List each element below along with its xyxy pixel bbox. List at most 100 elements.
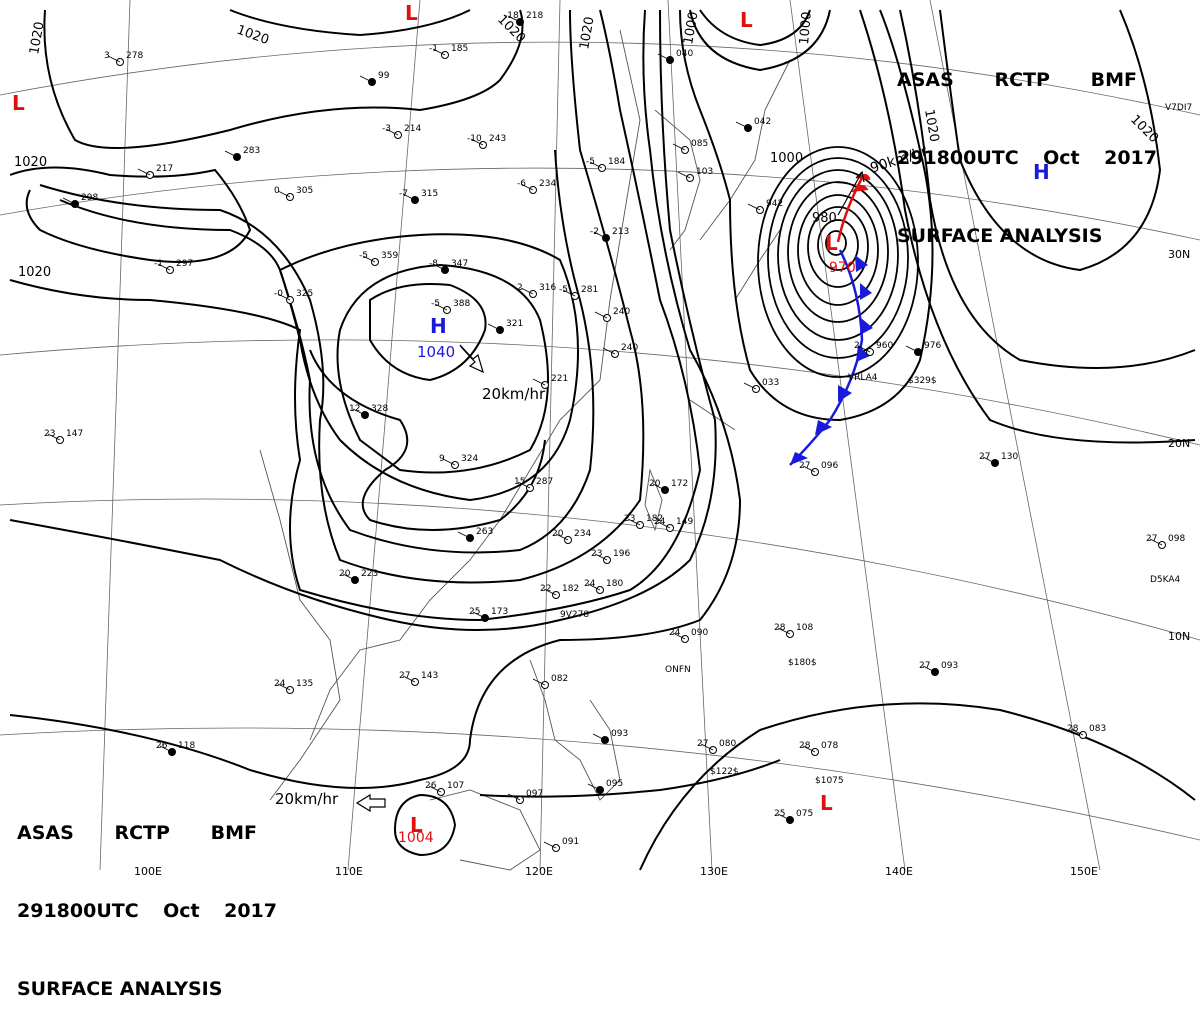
station-temperature: 2 [854,341,860,351]
header-station: RCTP [114,822,170,844]
cold-front-barb [856,345,870,362]
wind-barb [562,289,576,297]
station-temperature: 23 [591,549,602,559]
station-id: D5KA4 [1150,575,1181,585]
wind-barb [520,183,534,191]
wind-barb [277,683,291,691]
station-temperature: 25 [774,809,785,819]
station-pressure: 223 [361,569,378,579]
station-pressure: 090 [691,628,708,638]
isobar-1036 [336,263,549,474]
station-id: V7DI7 [1165,103,1192,113]
station-pressure: 234 [574,529,591,539]
station-temperature: -5 [586,157,595,167]
station-temperature: 22 [540,584,551,594]
header-agency: ASAS [17,822,74,844]
station-pressure: 283 [243,146,260,156]
latitude-label: 20N [1168,437,1190,450]
header-line-1: ASAS RCTP BMF [897,67,1137,93]
station-pressure: 083 [1089,724,1106,734]
wind-barb [62,197,76,205]
header-time: 291800UTC [897,147,1019,169]
station-pressure: 147 [66,429,83,439]
wind-barb [657,53,671,61]
wind-barb [555,533,569,541]
station-pressure: 135 [296,679,313,689]
station-temperature: 23 [44,429,55,439]
station-pressure: 278 [126,51,143,61]
coastline-korea [654,109,701,251]
meridian-140e [789,0,906,871]
high-center-east: H [1033,160,1050,184]
coastline-japan [699,59,791,301]
low-center-south-value: 1004 [398,830,434,846]
wind-barb [224,150,238,158]
station-pressure: 942 [766,199,783,209]
typhoon-motion-arrow [837,171,863,216]
cold-front-line [789,249,864,466]
typhoon-isobar-7 [817,219,859,271]
wind-barb [359,75,373,83]
isobar-1028 [59,149,595,554]
station-temperature: 15 [514,477,525,487]
station-pressure: 042 [754,117,771,127]
high-motion-label: 20km/hr [482,385,546,403]
wind-barb [672,143,686,151]
station-pressure: 108 [796,623,813,633]
isobar-1024 [39,9,645,584]
coastline-indochina [259,449,341,801]
station-temperature: -3 [382,124,391,134]
station-id: $1075 [815,776,844,786]
station-pressure: 040 [676,49,693,59]
wind-barb [593,231,607,239]
station-pressure: 075 [796,809,813,819]
low-motion-arrow [355,793,386,813]
isobar-label: 1020 [18,265,51,280]
typhoon-isobar-4 [787,181,889,323]
station-pressure: 180 [606,579,623,589]
header-month: Oct [163,900,200,922]
latitude-line-10n [0,498,1200,641]
station-pressure: 243 [489,134,506,144]
longitude-label: 120E [525,865,553,878]
latitude-line-0 [0,727,1200,841]
station-temperature: -8 [429,259,438,269]
header-line-2: 291800UTC Oct 2017 [17,898,277,924]
station-temperature: 20 [339,569,351,579]
station-id: 9V278 [560,610,589,620]
wind-barb [457,531,471,539]
wind-barb [434,303,448,311]
station-temperature: -5 [559,285,568,295]
wind-barb [672,632,686,640]
station-temperature: 3 [104,51,110,61]
wind-barb [592,733,606,741]
wind-barb [342,573,356,581]
coastline-philippines [529,659,621,801]
isobar-1000-ne [699,9,811,47]
wind-barb [402,193,416,201]
wind-barb [652,483,666,491]
station-pressure: 281 [581,285,598,295]
wind-barb [657,521,671,529]
longitude-label: 100E [134,865,162,878]
station-temperature: -2 [590,227,599,237]
wind-barb [159,745,173,753]
wind-barb [432,48,446,56]
wind-barb [922,665,936,673]
station-temperature: -10 [467,134,482,144]
typhoon-isobar-3 [777,169,899,341]
wind-barb [543,841,557,849]
station-pressure: 172 [671,479,688,489]
station-temperature: 27 [697,739,708,749]
wind-barb [543,588,557,596]
cold-front-barb [860,283,872,300]
station-id: $122$ [710,767,739,777]
station-pressure: 240 [613,307,630,317]
wind-barb [47,433,61,441]
cold-front-barb [838,385,852,402]
station-pressure: 184 [608,157,625,167]
warm-front-line [836,177,864,243]
wind-barb [352,408,366,416]
station-id: ONFN [665,665,691,675]
station-pressure: 085 [691,139,708,149]
